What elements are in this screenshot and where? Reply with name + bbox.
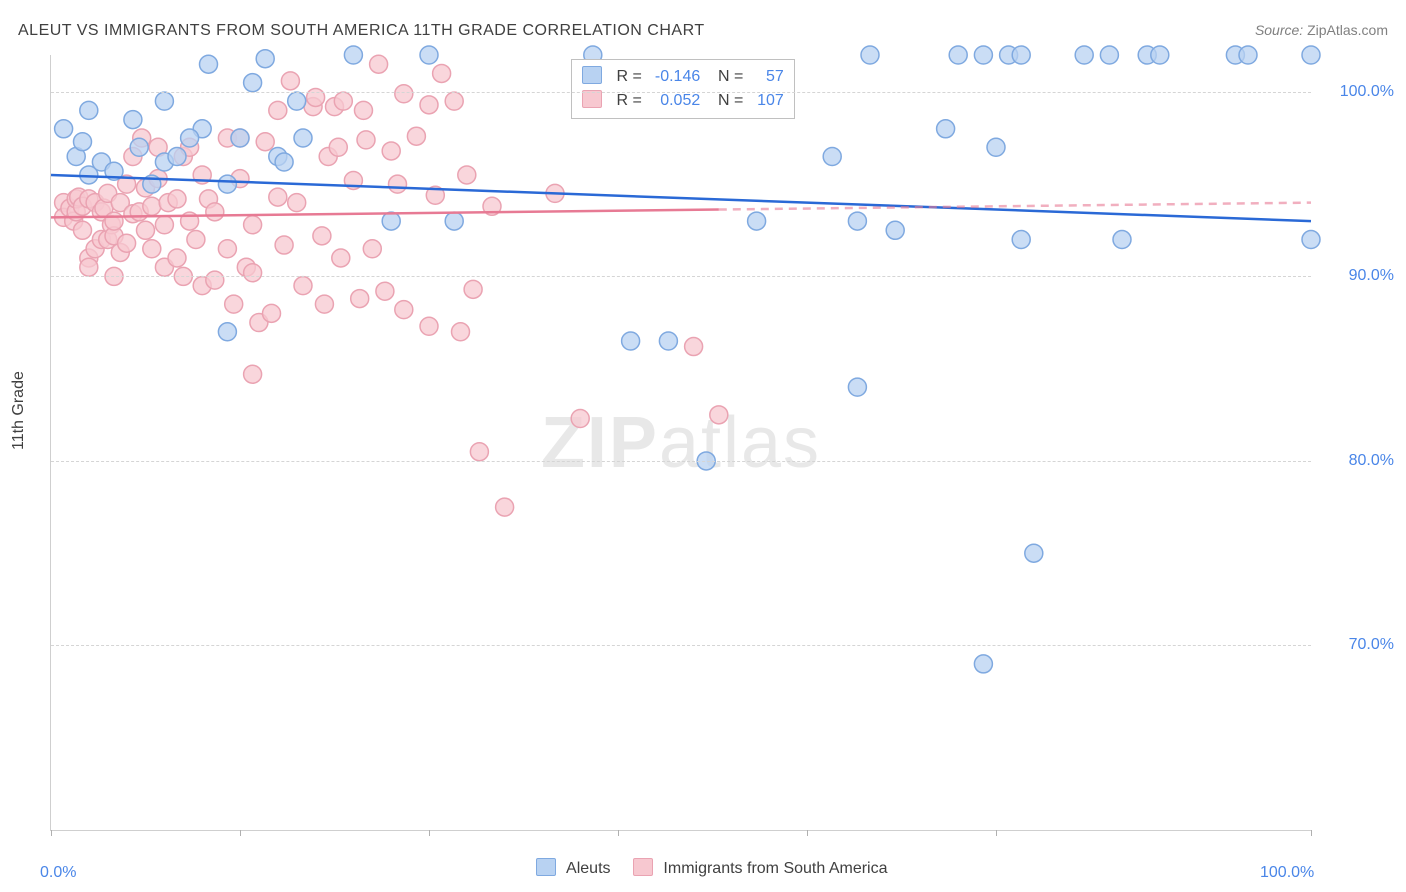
corr-r-label-1: R = bbox=[616, 92, 641, 109]
source-credit: Source: ZipAtlas.com bbox=[1255, 22, 1388, 38]
gridline bbox=[51, 645, 1311, 646]
y-axis-label: 11th Grade bbox=[10, 371, 28, 450]
corr-n-label-0: N = bbox=[718, 68, 743, 85]
legend-label-0: Aleuts bbox=[566, 860, 610, 877]
y-tick-label: 80.0% bbox=[1349, 452, 1394, 470]
legend-swatch-1 bbox=[633, 858, 653, 876]
x-tick-mark bbox=[1311, 830, 1312, 836]
x-tick-mark bbox=[240, 830, 241, 836]
scatter-plot bbox=[51, 55, 1311, 830]
x-tick-label: 0.0% bbox=[40, 864, 76, 882]
source-label: Source: bbox=[1255, 22, 1303, 38]
chart-area: ZIPatlas R = -0.146 N = 57 R = 0.052 N =… bbox=[50, 55, 1311, 831]
x-tick-mark bbox=[618, 830, 619, 836]
corr-r-value-0: -0.146 bbox=[646, 65, 700, 89]
x-tick-mark bbox=[996, 830, 997, 836]
y-tick-label: 70.0% bbox=[1349, 636, 1394, 654]
corr-swatch-0 bbox=[582, 66, 602, 84]
corr-n-label-1: N = bbox=[718, 92, 743, 109]
chart-title: ALEUT VS IMMIGRANTS FROM SOUTH AMERICA 1… bbox=[18, 22, 705, 40]
x-tick-label: 100.0% bbox=[1260, 864, 1314, 882]
legend-label-1: Immigrants from South America bbox=[663, 860, 887, 877]
gridline bbox=[51, 461, 1311, 462]
x-tick-mark bbox=[807, 830, 808, 836]
bottom-legend: Aleuts Immigrants from South America bbox=[0, 858, 1406, 878]
y-tick-label: 90.0% bbox=[1349, 267, 1394, 285]
corr-row-0: R = -0.146 N = 57 bbox=[582, 65, 784, 89]
x-tick-mark bbox=[429, 830, 430, 836]
correlation-box: R = -0.146 N = 57 R = 0.052 N = 107 bbox=[571, 59, 795, 119]
gridline bbox=[51, 276, 1311, 277]
source-value: ZipAtlas.com bbox=[1307, 22, 1388, 38]
corr-r-label-0: R = bbox=[616, 68, 641, 85]
corr-n-value-0: 57 bbox=[748, 65, 784, 89]
x-tick-mark bbox=[51, 830, 52, 836]
y-tick-label: 100.0% bbox=[1340, 83, 1394, 101]
gridline bbox=[51, 92, 1311, 93]
legend-swatch-0 bbox=[536, 858, 556, 876]
